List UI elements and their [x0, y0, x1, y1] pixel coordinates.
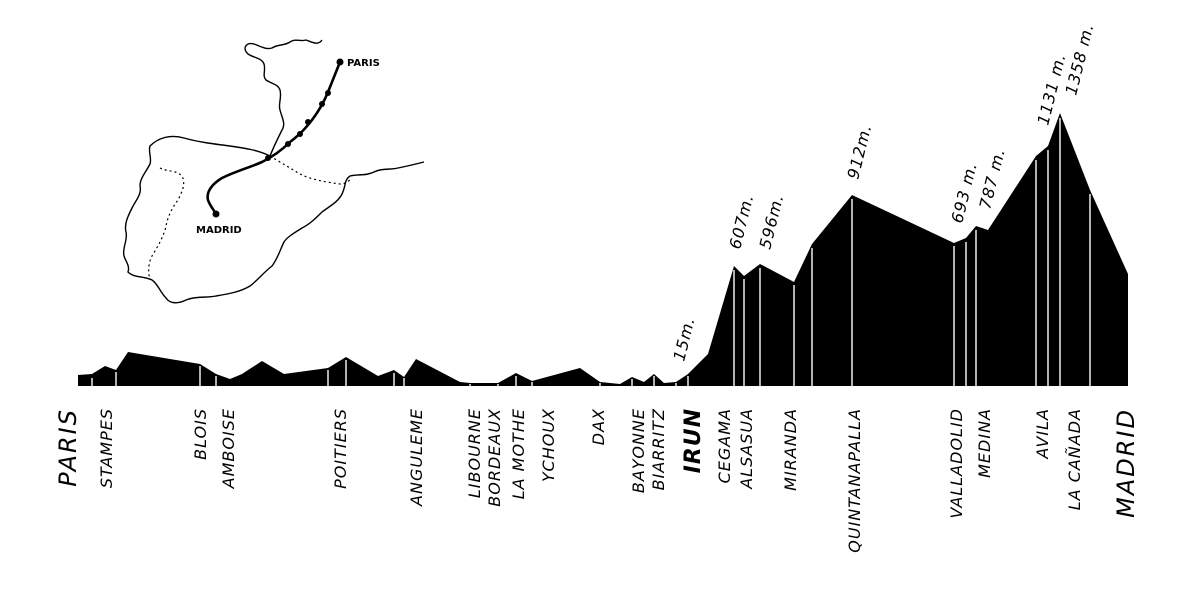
station-label: BAYONNE [629, 408, 648, 493]
station-label: DAX [589, 408, 608, 445]
station-label: ANGULEME [407, 408, 426, 507]
railway-route [206, 61, 342, 215]
elevation-profile: 15m. 607m. 596m. 912m. 693 m. 787 m. 113… [78, 21, 1128, 386]
station-label: CEGAMA [715, 408, 734, 483]
station-label: LA CAÑADA [1065, 408, 1084, 510]
station-label: ALSASUA [737, 408, 756, 490]
station-label: QUINTANAPALLA [845, 408, 864, 553]
route-map: PARIS MADRID [122, 39, 425, 304]
elevation-silhouette [78, 113, 1128, 386]
elevation-label: 787 m. [975, 146, 1009, 211]
station-label: PARIS [54, 408, 82, 487]
france-coastline [244, 39, 323, 157]
paris-dot [336, 58, 344, 66]
station-label: STAMPES [97, 408, 116, 488]
route-stop-dot [305, 119, 311, 125]
station-label: LIBOURNE [465, 408, 484, 498]
station-label: AMBOISE [219, 408, 238, 489]
station-label: YCHOUX [539, 408, 558, 482]
station-label: AVILA [1033, 408, 1052, 460]
portugal-border [148, 167, 185, 281]
station-label: POITIERS [331, 408, 350, 489]
elevation-label: 607m. [725, 192, 757, 251]
station-label: BLOIS [191, 408, 210, 460]
station-label: MADRID [1112, 408, 1140, 518]
route-stop-dot [319, 101, 325, 107]
madrid-dot [212, 210, 220, 218]
map-label-paris: PARIS [347, 58, 380, 69]
route-stop-dot [285, 141, 291, 147]
elevation-label: 912m. [843, 122, 875, 181]
route-stop-dot [297, 131, 303, 137]
station-label: BIARRITZ [649, 408, 668, 490]
station-label: MEDINA [975, 408, 994, 478]
station-label: IRUN [681, 408, 706, 473]
station-label: LA MOTHE [509, 408, 528, 499]
station-label: MIRANDA [781, 408, 800, 491]
station-separator-lines [91, 118, 1091, 386]
iberia-outline [122, 135, 425, 304]
station-label: BORDEAUX [485, 408, 504, 507]
station-label: VALLADOLID [947, 408, 966, 518]
route-stop-dot [325, 90, 331, 96]
pyrenees-border [269, 155, 353, 185]
elevation-label: 693 m. [947, 160, 981, 225]
map-label-madrid: MADRID [196, 225, 242, 236]
elevation-label: 15m. [669, 315, 698, 363]
elevation-label: 596m. [755, 192, 787, 251]
station-labels: PARIS STAMPES BLOIS AMBOISE POITIERS ANG… [54, 408, 1140, 553]
route-stop-dot [265, 155, 271, 161]
